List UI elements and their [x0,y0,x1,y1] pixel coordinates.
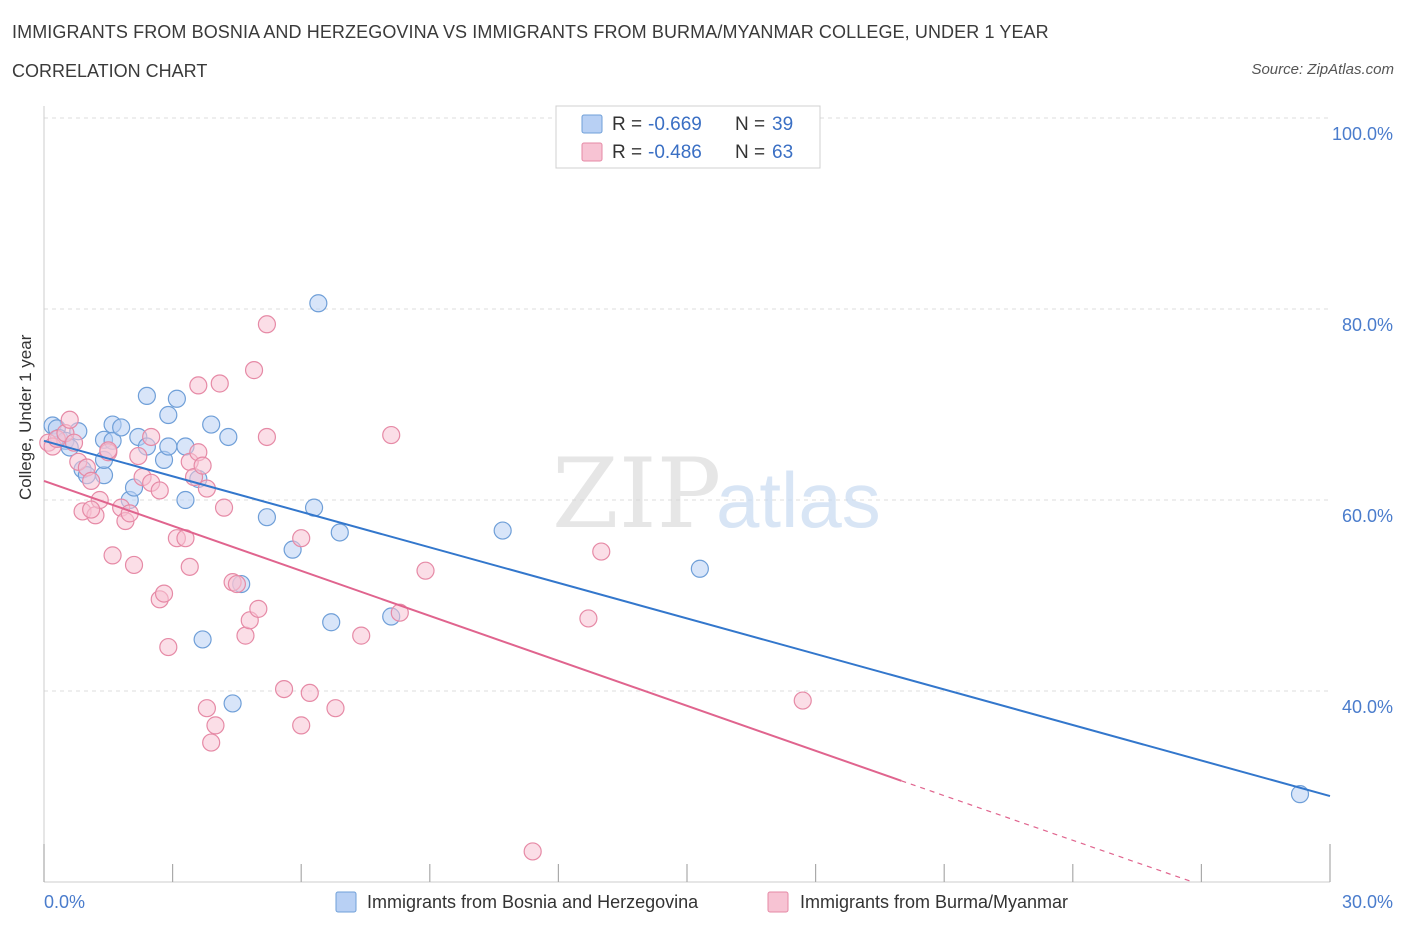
point-bosnia [223,694,242,713]
point-burma [236,626,255,645]
watermark-zip: ZIP [552,438,721,550]
point-bosnia [309,294,328,313]
point-burma [60,410,79,429]
legend-swatch-bosnia [335,891,357,913]
point-burma [592,542,611,561]
trend-lines [43,439,1331,883]
zipatlas-watermark: ZIP atlas [552,438,881,550]
point-bosnia [159,405,178,425]
y-tick-label: 40.0% [1342,697,1393,717]
stats-r-label-pink: R = [612,142,642,163]
point-burma [197,699,216,718]
point-bosnia [219,427,238,447]
point-burma [579,609,598,628]
y-tick-label: 80.0% [1342,315,1393,335]
point-burma [249,599,268,618]
trendline-burma [43,479,902,782]
chart-title: IMMIGRANTS FROM BOSNIA AND HERZEGOVINA V… [12,22,1049,42]
watermark-atlas: atlas [716,456,881,544]
trendline-bosnia [43,439,1331,798]
y-tick-label: 60.0% [1342,506,1393,526]
point-burma [227,574,246,594]
point-burma [202,733,221,752]
tick-labels: 100.0% 80.0% 60.0% 40.0% 0.0% 30.0% [44,124,1393,912]
stats-r-label-blue: R = [612,114,642,135]
stats-legend: R = -0.669 N = 39 R = -0.486 N = 63 [555,105,821,169]
point-burma [180,557,199,576]
point-burma [793,691,812,710]
point-burma [154,584,174,603]
stats-n-value-pink: 63 [772,142,793,163]
point-burma [382,425,401,445]
point-burma [523,842,542,861]
point-burma [352,626,371,645]
point-burma [103,546,122,565]
point-burma [244,361,264,380]
point-burma [274,679,294,699]
point-burma [292,529,311,548]
point-burma [210,374,229,393]
point-burma [197,479,216,498]
point-burma [193,456,212,475]
chart-subtitle: CORRELATION CHART [12,61,208,81]
point-bosnia [202,415,221,434]
legend-swatch-burma [767,891,789,913]
point-burma [214,498,234,517]
point-burma [189,376,208,395]
point-bosnia [322,613,341,632]
point-burma [206,716,225,735]
point-burma [159,637,178,657]
point-bosnia [193,630,212,649]
point-burma [416,561,435,580]
point-bosnia [330,523,349,542]
point-bosnia [167,389,186,408]
data-points [39,294,1310,861]
trendline-burma-extension [901,780,1194,883]
legend-label-burma: Immigrants from Burma/Myanmar [800,892,1068,912]
point-burma [150,481,169,500]
stats-n-value-blue: 39 [772,114,793,135]
point-burma [142,427,161,447]
point-burma [82,500,101,519]
point-bosnia [176,490,195,510]
stats-r-value-blue: -0.669 [648,114,702,135]
point-burma [129,446,148,466]
x-tick-label: 30.0% [1342,892,1393,912]
stats-n-label-blue: N = [735,114,765,135]
point-burma [257,427,277,447]
point-bosnia [159,437,178,456]
point-burma [326,699,345,718]
source-label: Source: ZipAtlas.com [1251,61,1394,78]
point-burma [124,555,144,575]
point-burma [390,603,409,622]
axes [43,106,1331,883]
point-bosnia [257,508,277,527]
x-tick-label: 0.0% [44,892,85,912]
stats-swatch-pink [581,142,603,162]
stats-swatch-blue [581,114,603,134]
point-burma [292,716,311,735]
gridlines [44,117,1330,692]
stats-n-label-pink: N = [735,142,765,163]
point-bosnia [690,559,709,578]
stats-r-value-pink: -0.486 [648,142,702,163]
point-bosnia [493,521,512,540]
bottom-legend: Immigrants from Bosnia and Herzegovina I… [335,891,1068,913]
point-burma [257,315,277,334]
point-bosnia [137,386,156,406]
point-bosnia [112,418,131,437]
y-tick-label: 100.0% [1332,124,1393,144]
point-burma [300,683,319,703]
legend-label-bosnia: Immigrants from Bosnia and Herzegovina [367,892,699,912]
point-burma [82,471,101,490]
